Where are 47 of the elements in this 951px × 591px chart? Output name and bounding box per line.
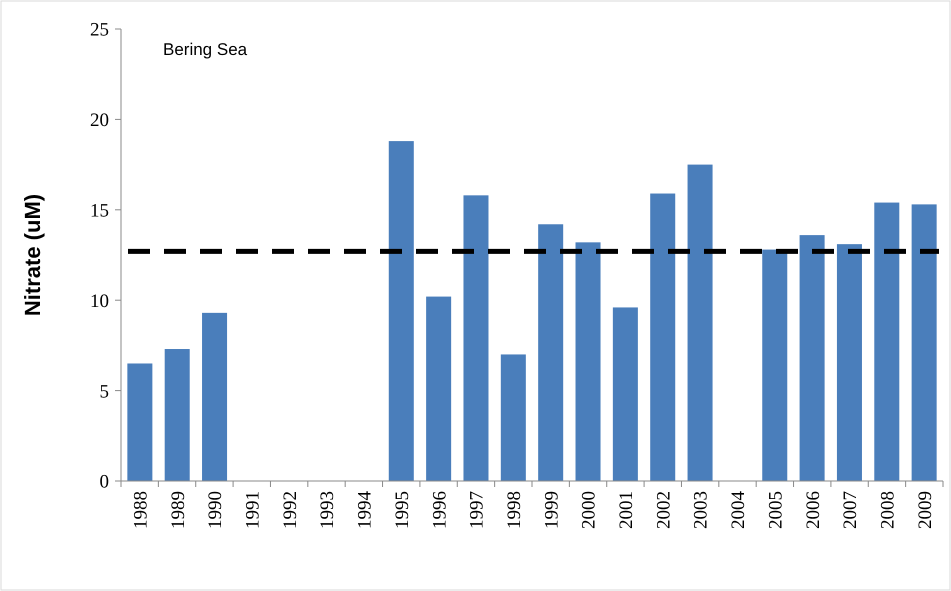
bar bbox=[500, 354, 526, 481]
x-tick-label: 1998 bbox=[504, 491, 525, 529]
bar bbox=[164, 349, 190, 481]
bar bbox=[688, 164, 713, 481]
x-tick-label: 1994 bbox=[354, 490, 376, 529]
x-tick-label: 1993 bbox=[317, 491, 338, 529]
bar bbox=[650, 194, 676, 481]
bar bbox=[388, 141, 414, 481]
annotation: Bering Sea bbox=[163, 40, 248, 59]
bar bbox=[762, 250, 788, 481]
bar bbox=[836, 244, 862, 481]
x-tick-label: 1997 bbox=[466, 491, 488, 529]
y-axis-title: Nitrate (uM) bbox=[20, 194, 45, 316]
x-tick-label: 2004 bbox=[728, 490, 750, 529]
x-tick-label: 1992 bbox=[280, 491, 301, 529]
y-tick-label: 10 bbox=[90, 290, 109, 312]
bar bbox=[127, 363, 152, 481]
x-tick-label: 2009 bbox=[914, 491, 936, 529]
x-tick-label: 1996 bbox=[429, 491, 450, 529]
bar bbox=[538, 224, 564, 481]
y-tick-label: 15 bbox=[90, 200, 109, 222]
y-tick-label: 25 bbox=[90, 20, 109, 41]
x-tick-label: 2002 bbox=[653, 491, 674, 529]
bar bbox=[612, 307, 638, 481]
bar bbox=[463, 195, 488, 481]
x-tick-label: 1999 bbox=[541, 491, 562, 529]
bar bbox=[426, 296, 452, 481]
x-tick-label: 2006 bbox=[802, 491, 824, 529]
x-tick-label: 2003 bbox=[690, 491, 712, 529]
x-tick-label: 1991 bbox=[242, 491, 264, 529]
x-tick-label: 1990 bbox=[205, 491, 226, 529]
x-tick-label: 2008 bbox=[877, 491, 898, 529]
bar bbox=[800, 235, 825, 481]
y-tick-label: 5 bbox=[100, 381, 109, 402]
y-tick-label: 0 bbox=[100, 472, 109, 493]
bar bbox=[912, 204, 937, 481]
x-tick-label: 1989 bbox=[168, 491, 189, 529]
x-tick-label: 2001 bbox=[616, 491, 638, 529]
bar bbox=[202, 312, 228, 481]
x-tick-label: 2007 bbox=[840, 491, 862, 529]
x-tick-label: 2005 bbox=[765, 491, 786, 529]
y-tick-label: 20 bbox=[90, 110, 109, 132]
bar bbox=[576, 242, 601, 481]
x-tick-label: 1995 bbox=[392, 491, 413, 529]
bar bbox=[874, 202, 900, 481]
x-tick-label: 2000 bbox=[578, 491, 600, 529]
x-tick-label: 1988 bbox=[130, 491, 152, 529]
